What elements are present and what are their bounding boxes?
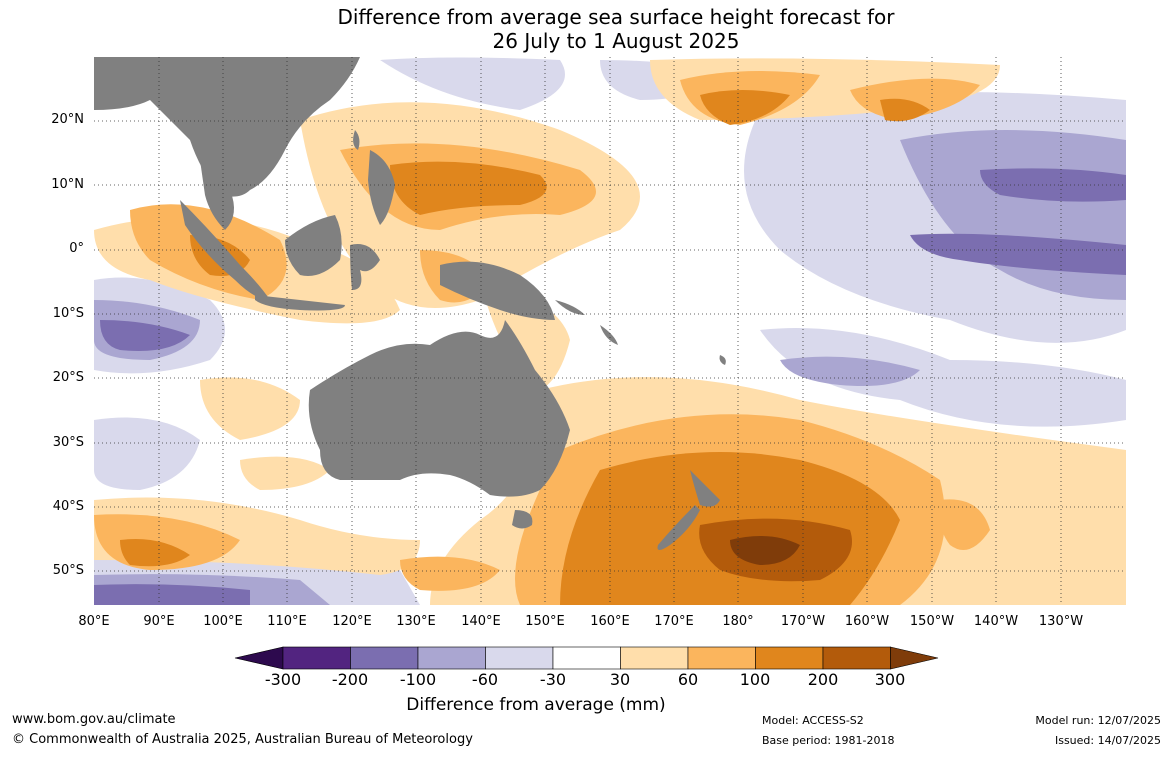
colorbar-label-minus-30: -30 — [539, 670, 567, 689]
colorbar-cell-above-300 — [890, 646, 939, 670]
model-run-date: Model run: 12/07/2025 — [1035, 714, 1161, 727]
lon-label-170w: 170°W — [780, 614, 826, 629]
issued-date: Issued: 14/07/2025 — [1054, 734, 1161, 747]
new-zealand-north — [690, 470, 720, 507]
tasmania — [512, 510, 533, 529]
lon-label-150w: 150°W — [909, 614, 955, 629]
indochina-peninsula — [200, 160, 234, 230]
website-link[interactable]: www.bom.gov.au/climate — [12, 712, 176, 727]
colorbar-label-300: 300 — [874, 670, 906, 689]
colorbar-label-minus-100: -100 — [399, 670, 437, 689]
australia — [308, 320, 570, 497]
asia-mainland — [94, 57, 360, 197]
colorbar-label-30: 30 — [609, 670, 631, 689]
taiwan — [353, 130, 360, 150]
colorbar-cell-30-30 — [552, 646, 621, 670]
base-period: Base period: 1981-2018 — [762, 734, 895, 747]
new-caledonia — [600, 325, 618, 345]
sulawesi — [350, 244, 380, 290]
lon-label-160e: 160°E — [590, 614, 630, 629]
colorbar — [234, 646, 939, 670]
lon-label-160w: 160°W — [844, 614, 890, 629]
solomon-islands — [555, 300, 585, 315]
lat-label-20n: 20°N — [51, 112, 84, 127]
new-zealand-south — [657, 505, 700, 550]
lon-label-130e: 130°E — [396, 614, 436, 629]
lat-label-equator: 0° — [69, 241, 84, 256]
lon-label-140w: 140°W — [973, 614, 1019, 629]
colorbar-label-minus-200: -200 — [331, 670, 369, 689]
philippines — [368, 150, 395, 225]
borneo — [285, 215, 342, 276]
colorbar-label-minus-60: -60 — [471, 670, 499, 689]
lon-label-120e: 120°E — [332, 614, 372, 629]
colorbar-cell-300-200 — [282, 646, 351, 670]
lat-label-10n: 10°N — [51, 177, 84, 192]
lon-label-140e: 140°E — [461, 614, 501, 629]
model-name: Model: ACCESS-S2 — [762, 714, 864, 727]
lon-label-100e: 100°E — [203, 614, 243, 629]
colorbar-cell-200-100 — [350, 646, 419, 670]
lon-label-90e: 90°E — [143, 614, 175, 629]
lon-label-110e: 110°E — [267, 614, 307, 629]
colorbar-cell-200-300 — [822, 646, 891, 670]
lat-label-20s: 20°S — [52, 370, 84, 385]
lat-label-50s: 50°S — [52, 563, 84, 578]
lat-label-40s: 40°S — [52, 499, 84, 514]
colorbar-cell-30-60 — [620, 646, 689, 670]
colorbar-label-60: 60 — [677, 670, 699, 689]
lon-label-150e: 150°E — [525, 614, 565, 629]
map-title: Difference from average sea surface heig… — [0, 5, 1173, 53]
colorbar-cell-60-30 — [485, 646, 554, 670]
colorbar-cell-100-60 — [417, 646, 486, 670]
lon-label-180: 180° — [722, 614, 754, 629]
graticule — [94, 57, 1126, 605]
colorbar-label-200: 200 — [807, 670, 839, 689]
land-masses — [94, 57, 726, 550]
lon-label-80e: 80°E — [78, 614, 110, 629]
lat-label-30s: 30°S — [52, 435, 84, 450]
colorbar-title: Difference from average (mm) — [406, 695, 666, 715]
fiji — [719, 355, 726, 365]
copyright-text: © Commonwealth of Australia 2025, Austra… — [12, 732, 473, 747]
lon-label-170e: 170°E — [654, 614, 694, 629]
colorbar-cell-60-100 — [687, 646, 756, 670]
colorbar-label-minus-300: -300 — [264, 670, 302, 689]
sumatra — [180, 200, 270, 300]
new-guinea — [440, 261, 555, 320]
lon-label-130w: 130°W — [1038, 614, 1084, 629]
colorbar-label-100: 100 — [739, 670, 771, 689]
anomaly-region-extreme-orange — [730, 536, 800, 565]
colorbar-cell-100-200 — [755, 646, 824, 670]
java — [255, 295, 345, 311]
colorbar-cell-below-300 — [234, 646, 284, 670]
anomaly-region-dark-purple — [94, 168, 1126, 605]
lat-label-10s: 10°S — [52, 306, 84, 321]
title-line-2: 26 July to 1 August 2025 — [492, 29, 740, 53]
title-line-1: Difference from average sea surface heig… — [337, 5, 895, 29]
